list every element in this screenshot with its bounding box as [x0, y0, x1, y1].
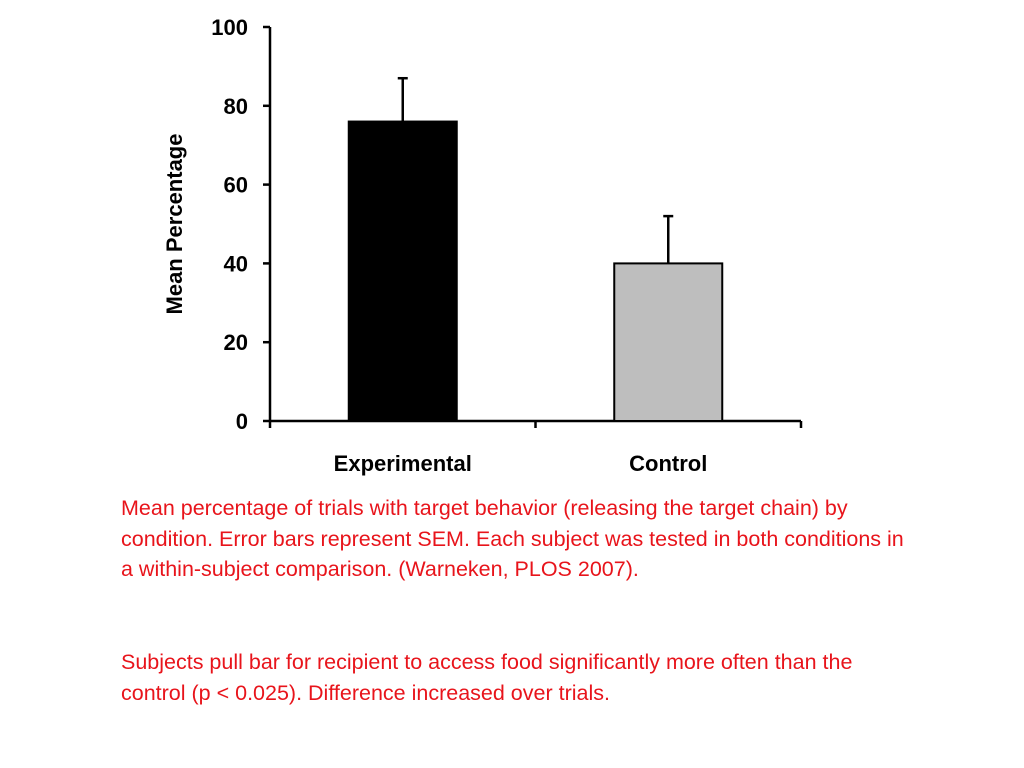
x-tick-label-control: Control: [629, 451, 707, 476]
x-axis: Experimental Control: [268, 419, 803, 476]
y-tick-label-20: 20: [224, 330, 248, 355]
caption-paragraph-2: Subjects pull bar for recipient to acces…: [121, 650, 853, 705]
caption-paragraph-1: Mean percentage of trials with target be…: [121, 496, 904, 581]
bars: [347, 76, 724, 422]
bar-chart: 0 20 40 60 80 100 Experimental Control Mean Pe…: [162, 15, 803, 476]
bar-experimental: [347, 120, 458, 422]
bar-control: [613, 262, 724, 422]
y-tick-label-60: 60: [224, 173, 248, 198]
y-axis-label: Mean Percentage: [162, 134, 187, 315]
y-axis: 0 20 40 60 80 100: [211, 15, 272, 434]
x-tick-label-experimental: Experimental: [334, 451, 472, 476]
y-tick-label-0: 0: [236, 409, 248, 434]
y-tick-label-100: 100: [211, 15, 248, 40]
y-tick-label-80: 80: [224, 94, 248, 119]
y-tick-label-40: 40: [224, 251, 248, 276]
